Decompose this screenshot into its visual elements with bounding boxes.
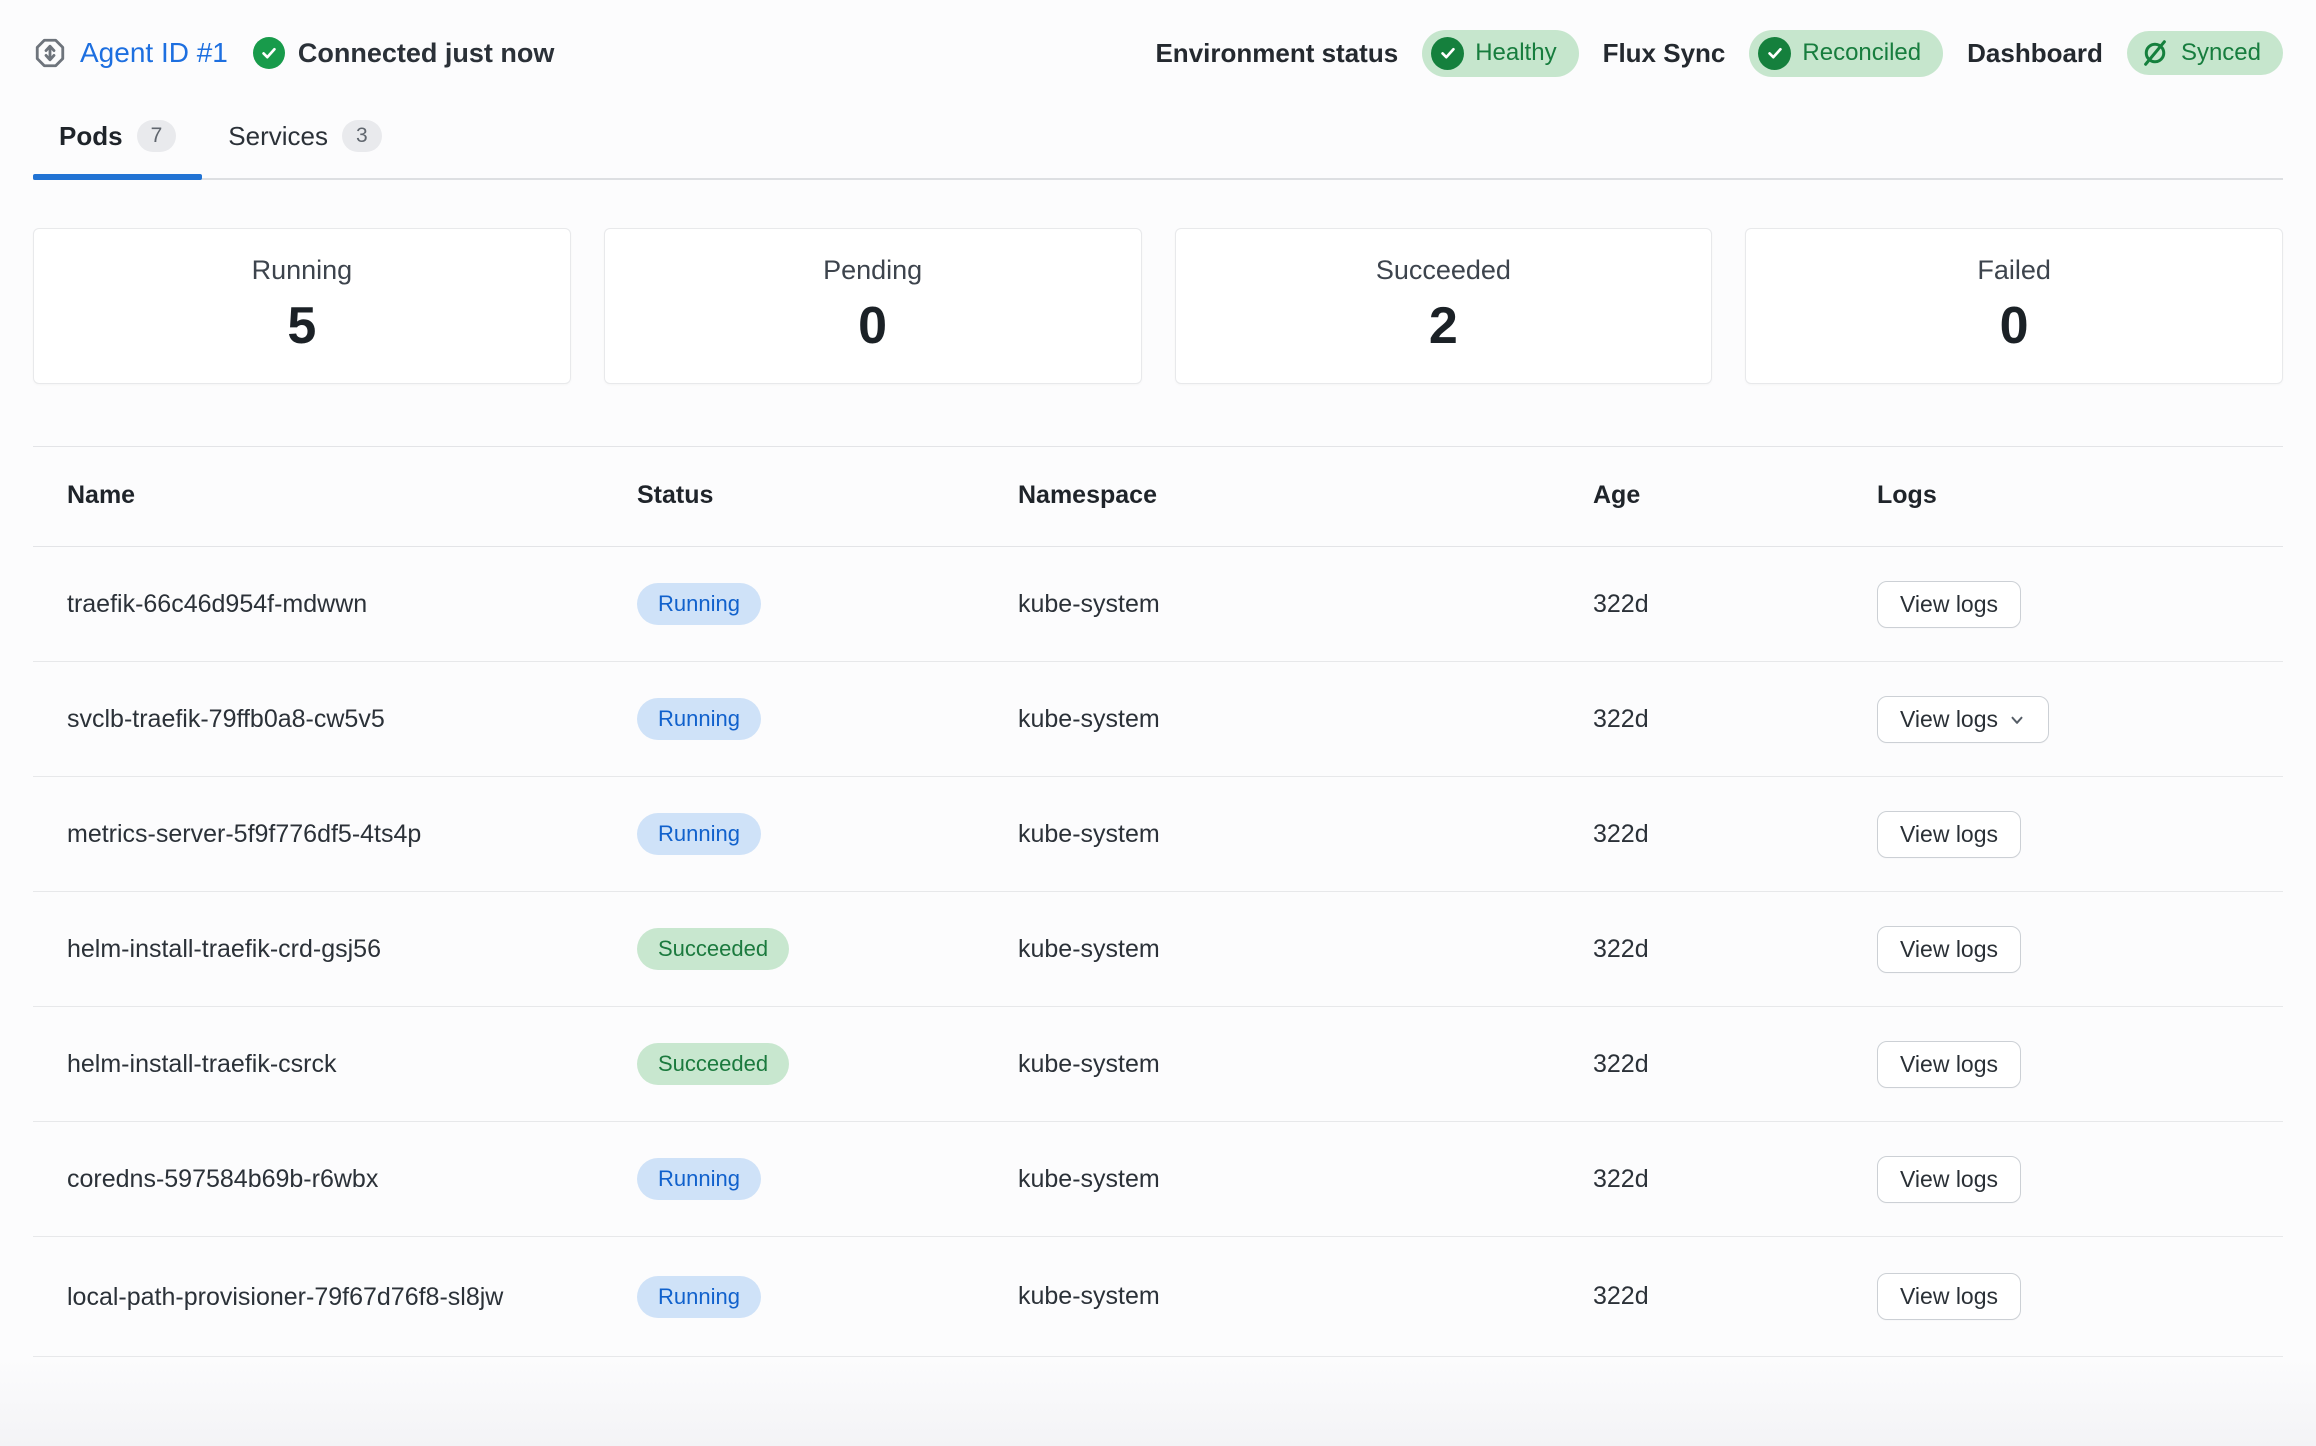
pod-namespace: kube-system: [1018, 934, 1160, 963]
pod-namespace: kube-system: [1018, 1164, 1160, 1193]
environment-status-badge: Healthy: [1422, 29, 1579, 77]
status-badge: Running: [637, 1275, 761, 1318]
status-badge: Running: [637, 698, 761, 740]
view-logs-button[interactable]: View logs: [1877, 810, 2022, 858]
pod-age: 322d: [1593, 1164, 1649, 1193]
table-row: helm-install-traefik-crd-gsj56 Succeeded k…: [33, 892, 2283, 1007]
topbar-left: Agent ID #1 Connected just now: [33, 36, 554, 70]
column-header-name: Name: [67, 481, 136, 509]
view-logs-button[interactable]: View logs: [1877, 580, 2022, 628]
view-logs-label: View logs: [1900, 1283, 1999, 1309]
flux-sync-badge: Reconciled: [1749, 29, 1944, 77]
pod-namespace: kube-system: [1018, 589, 1160, 618]
stat-value: 5: [287, 297, 317, 355]
status-badge: Succeeded: [637, 1043, 790, 1085]
dashboard-label: Dashboard: [1967, 37, 2103, 68]
view-logs-button[interactable]: View logs: [1877, 925, 2022, 973]
view-logs-label: View logs: [1900, 820, 1999, 847]
tab-pods-label: Pods: [59, 120, 123, 151]
column-header-age: Age: [1593, 481, 1641, 509]
check-circle-icon: [1431, 36, 1465, 70]
pod-name: helm-install-traefik-crd-gsj56: [67, 935, 381, 963]
pod-name: local-path-provisioner-79f67d76f8-sl8jw: [67, 1282, 504, 1311]
pod-age: 322d: [1593, 1282, 1649, 1310]
table-row: local-path-provisioner-79f67d76f8-sl8jw R…: [33, 1237, 2283, 1357]
pod-age: 322d: [1593, 589, 1649, 618]
pod-name: traefik-66c46d954f-mdwwn: [67, 590, 368, 618]
tab-pods-count: 7: [136, 120, 177, 152]
pod-namespace: kube-system: [1018, 819, 1160, 848]
view-logs-label: View logs: [1900, 935, 1999, 962]
stat-value: 0: [1999, 297, 2029, 355]
table-row: helm-install-traefik-csrck Succeeded kube-…: [33, 1007, 2283, 1122]
stat-card-succeeded: Succeeded 2: [1174, 228, 1713, 384]
pod-age: 322d: [1593, 704, 1649, 733]
table-body: traefik-66c46d954f-mdwwn Running kube-syst…: [33, 547, 2283, 1357]
environment-status-badge-label: Healthy: [1475, 39, 1557, 66]
column-header-namespace: Namespace: [1018, 481, 1157, 509]
topbar-right: Environment status Healthy Flux Sync Rec…: [1155, 29, 2283, 77]
pod-namespace: kube-system: [1018, 1049, 1160, 1078]
status-badge: Running: [637, 583, 761, 625]
tab-pods[interactable]: Pods 7: [33, 114, 203, 180]
stat-value: 2: [1428, 297, 1458, 355]
stat-label: Pending: [823, 255, 923, 285]
pod-name: metrics-server-5f9f776df5-4ts4p: [67, 820, 422, 848]
view-logs-button[interactable]: View logs: [1877, 1273, 2022, 1320]
view-logs-label: View logs: [1900, 705, 1999, 732]
synced-icon: [2144, 40, 2166, 66]
status-badge: Running: [637, 1158, 761, 1200]
tabs: Pods 7 Services 3: [33, 114, 2283, 180]
tab-services-label: Services: [228, 120, 328, 151]
status-badge: Running: [637, 813, 761, 855]
pod-name: helm-install-traefik-csrck: [67, 1050, 337, 1078]
bottom-fade: [0, 1358, 2316, 1446]
status-badge: Succeeded: [637, 928, 790, 970]
table-row: coredns-597584b69b-r6wbx Running kube-syst…: [33, 1122, 2283, 1237]
agent-id-link[interactable]: Agent ID #1: [80, 37, 228, 68]
flux-sync-badge-label: Reconciled: [1802, 39, 1922, 66]
connection-status-text: Connected just now: [297, 37, 555, 68]
pod-name: coredns-597584b69b-r6wbx: [67, 1165, 379, 1193]
stat-label: Failed: [1977, 255, 2051, 285]
check-circle-icon: [1758, 36, 1792, 70]
stat-label: Running: [251, 255, 353, 285]
stat-card-failed: Failed 0: [1745, 228, 2283, 384]
pod-age: 322d: [1593, 1049, 1649, 1078]
view-logs-button[interactable]: View logs: [1877, 695, 2050, 743]
stat-card-pending: Pending 0: [603, 228, 1142, 384]
tab-services[interactable]: Services 3: [202, 114, 407, 178]
dashboard-sync-badge: Synced: [2126, 31, 2283, 75]
column-header-logs: Logs: [1877, 481, 1937, 509]
environment-status-label: Environment status: [1155, 37, 1399, 68]
stat-label: Succeeded: [1375, 255, 1511, 285]
table-row: traefik-66c46d954f-mdwwn Running kube-syst…: [33, 547, 2283, 662]
agent-icon: [35, 38, 65, 68]
view-logs-label: View logs: [1900, 590, 1999, 617]
flux-sync-label: Flux Sync: [1602, 37, 1726, 68]
stat-card-running: Running 5: [33, 228, 571, 384]
table-header-row: Name Status Namespace Age Logs: [33, 446, 2283, 547]
pod-stats: Running 5 Pending 0 Succeeded 2 Failed 0: [33, 228, 2283, 384]
chevron-down-icon: [2011, 716, 2023, 724]
stat-value: 0: [858, 297, 888, 355]
pod-name: svclb-traefik-79ffb0a8-cw5v5: [67, 705, 385, 733]
dashboard-sync-badge-label: Synced: [2180, 39, 2261, 66]
pod-namespace: kube-system: [1018, 704, 1160, 733]
pod-namespace: kube-system: [1018, 1282, 1160, 1310]
topbar: Agent ID #1 Connected just now Environme…: [33, 0, 2283, 77]
column-header-status: Status: [637, 481, 714, 509]
view-logs-button[interactable]: View logs: [1877, 1040, 2022, 1088]
view-logs-label: View logs: [1900, 1165, 1999, 1192]
tab-services-count: 3: [341, 120, 382, 152]
view-logs-button[interactable]: View logs: [1877, 1155, 2022, 1203]
pod-age: 322d: [1593, 819, 1649, 848]
view-logs-label: View logs: [1900, 1050, 1999, 1077]
table-row: svclb-traefik-79ffb0a8-cw5v5 Running kube-…: [33, 662, 2283, 777]
pod-age: 322d: [1593, 934, 1649, 963]
pods-table: Name Status Namespace Age Logs traefik-66c46…: [33, 446, 2283, 1357]
table-row: metrics-server-5f9f776df5-4ts4p Running ku…: [33, 777, 2283, 892]
connected-check-icon: [252, 37, 285, 69]
